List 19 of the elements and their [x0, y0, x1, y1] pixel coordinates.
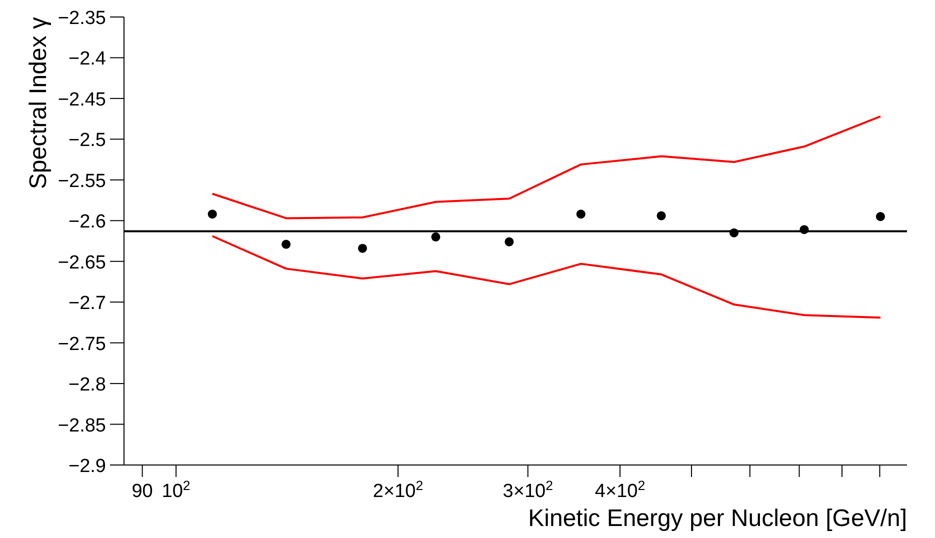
y-axis-title: Spectral Index γ [25, 17, 52, 190]
x-tick-label: 3×10$^{2}$ [502, 478, 553, 502]
y-tick-label: −2.65 [58, 252, 106, 274]
x-axis-title: Kinetic Energy per Nucleon [GeV/n] [528, 505, 907, 532]
x-tick-label: 4×10$^{2}$ [594, 478, 646, 502]
y-tick-label: −2.6 [68, 212, 106, 233]
y-tick-label: −2.85 [58, 415, 106, 436]
y-tick-label: −2.5 [68, 130, 106, 152]
x-tick-label: 10$^{2}$ [162, 478, 190, 502]
y-tick-label: −2.35 [58, 8, 106, 29]
y-tick-label: −2.7 [68, 293, 106, 314]
y-tick-label: −2.75 [58, 334, 106, 355]
y-tick-label: −2.8 [68, 374, 106, 396]
y-tick-label: −2.9 [68, 456, 106, 477]
y-tick-label: −2.55 [58, 170, 106, 192]
y-tick-label: −2.4 [68, 48, 106, 70]
x-tick-label: 90 [132, 481, 153, 502]
x-tick-label: 2×10$^{2}$ [372, 478, 424, 502]
y-tick-label: −2.45 [58, 89, 106, 110]
